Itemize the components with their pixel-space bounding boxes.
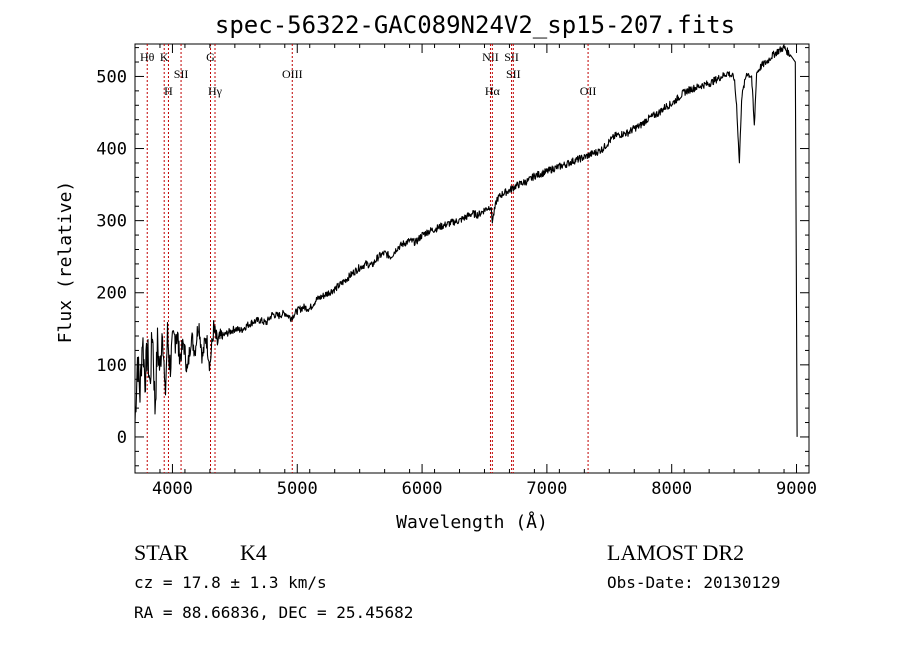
y-axis-label: Flux (relative) — [55, 181, 76, 344]
object-class: STAR — [134, 540, 189, 565]
y-tick-label: 500 — [96, 67, 127, 87]
line-marker-label: NII — [482, 50, 499, 64]
x-tick-label: 4000 — [152, 479, 193, 499]
line-marker-label: SII — [504, 50, 519, 64]
redshift-velocity: cz = 17.8 ± 1.3 km/s — [134, 573, 327, 592]
y-tick-label: 300 — [96, 212, 127, 232]
line-marker-label: G — [206, 50, 215, 64]
line-marker-label: OIII — [282, 67, 303, 81]
y-tick-label: 200 — [96, 284, 127, 304]
x-tick-label: 8000 — [651, 479, 692, 499]
x-tick-label: 5000 — [277, 479, 318, 499]
x-tick-label: 7000 — [526, 479, 567, 499]
spectrum-line — [134, 44, 798, 437]
line-marker-label: K — [160, 50, 169, 64]
y-tick-label: 100 — [96, 356, 127, 376]
x-tick-label: 6000 — [402, 479, 443, 499]
line-marker-label: H — [164, 84, 173, 98]
object-subclass: K4 — [240, 540, 267, 565]
survey-name: LAMOST DR2 — [607, 540, 745, 565]
coordinates: RA = 88.66836, DEC = 25.45682 — [134, 603, 414, 622]
plot-frame — [134, 43, 810, 474]
x-tick-label: 9000 — [776, 479, 817, 499]
axis-ticks: 4000 5000 6000 7000 8000 9000 0 100 200 300 400 500 — [96, 44, 817, 499]
chart-title: spec-56322-GAC089N24V2_sp15-207.fits — [215, 11, 735, 39]
y-tick-label: 400 — [96, 140, 127, 160]
y-tick-label: 0 — [117, 428, 127, 448]
x-axis-label: Wavelength (Å) — [396, 511, 548, 533]
line-marker-label: Hγ — [208, 84, 223, 98]
line-marker-label: SII — [506, 67, 521, 81]
line-marker-label: OII — [580, 84, 597, 98]
observation-date: Obs-Date: 20130129 — [607, 573, 781, 592]
line-marker-label: Hθ — [140, 50, 155, 64]
line-marker-label: SII — [174, 67, 189, 81]
line-marker-label: Hα — [485, 84, 501, 98]
